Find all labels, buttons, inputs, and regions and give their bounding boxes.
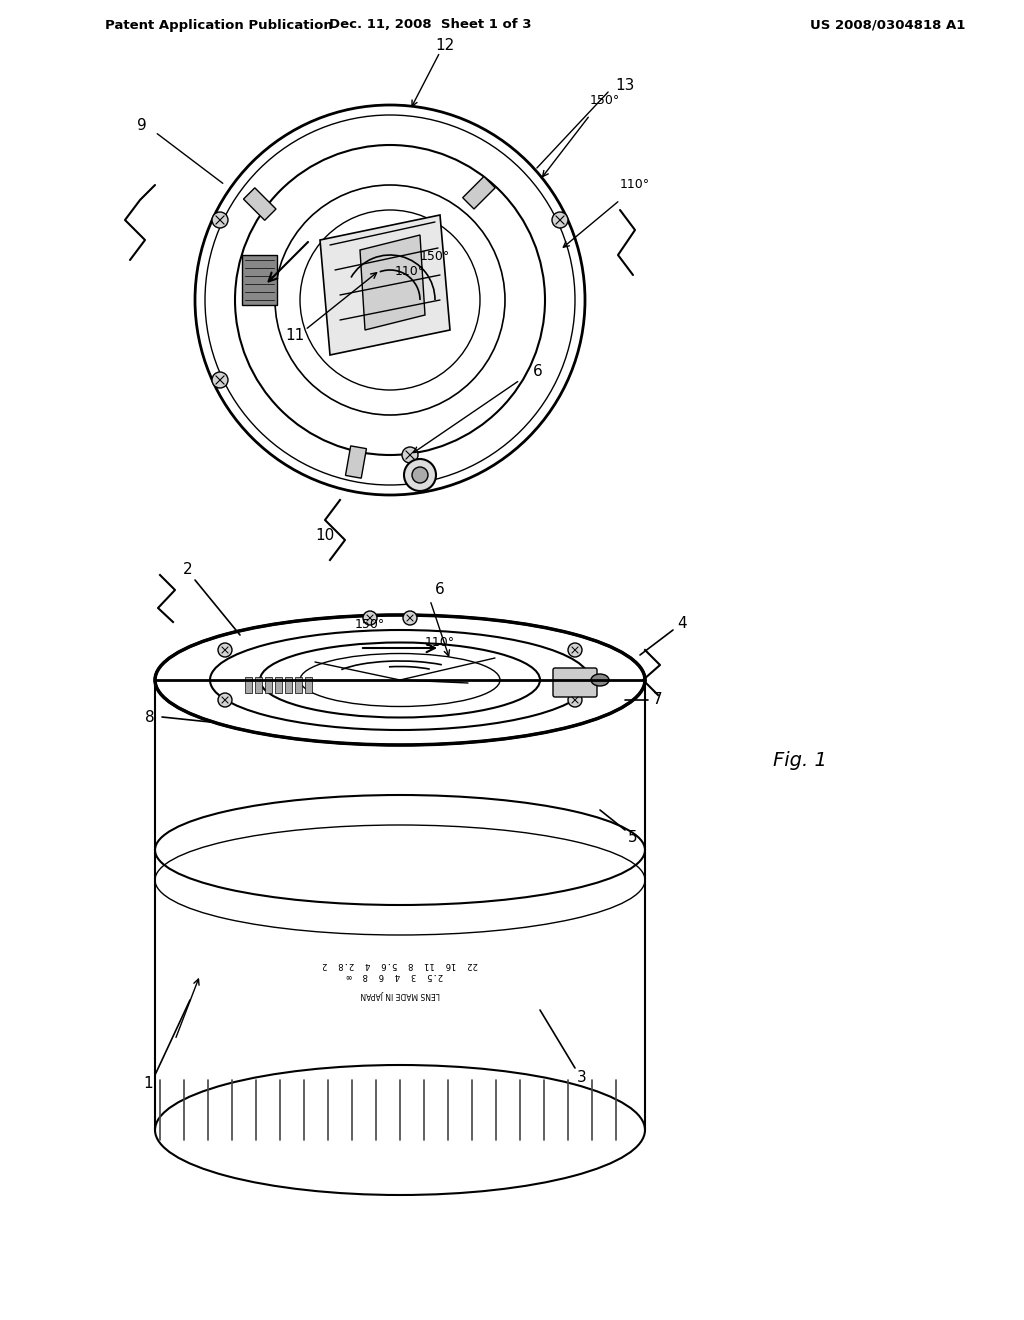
Text: 7: 7 xyxy=(653,693,663,708)
Text: 4: 4 xyxy=(677,615,687,631)
Bar xyxy=(295,677,302,693)
Text: 11: 11 xyxy=(286,327,304,342)
Circle shape xyxy=(218,643,232,657)
Circle shape xyxy=(568,693,582,708)
Text: 2.5  3  4  6  8  ∞
22  16  11  8  5.6  4  2.8  2: 2.5 3 4 6 8 ∞ 22 16 11 8 5.6 4 2.8 2 xyxy=(323,961,478,979)
Bar xyxy=(242,255,278,305)
Text: 110°: 110° xyxy=(395,265,425,279)
Circle shape xyxy=(212,372,228,388)
Text: 110°: 110° xyxy=(425,635,455,648)
Circle shape xyxy=(218,693,232,708)
Circle shape xyxy=(568,643,582,657)
Bar xyxy=(345,446,367,478)
Text: 110°: 110° xyxy=(620,178,650,191)
Text: 13: 13 xyxy=(615,78,635,92)
Bar xyxy=(244,187,276,220)
Circle shape xyxy=(403,611,417,624)
Polygon shape xyxy=(319,215,450,355)
Bar xyxy=(245,677,252,693)
Circle shape xyxy=(362,611,377,624)
Text: 9: 9 xyxy=(137,117,146,132)
Circle shape xyxy=(212,213,228,228)
Bar xyxy=(255,677,262,693)
Ellipse shape xyxy=(591,675,609,686)
Text: 5: 5 xyxy=(628,830,638,846)
Text: 12: 12 xyxy=(435,37,455,53)
Text: 150°: 150° xyxy=(420,249,451,263)
Bar xyxy=(463,177,496,209)
Text: Patent Application Publication: Patent Application Publication xyxy=(105,18,333,32)
Circle shape xyxy=(404,459,436,491)
Text: 8: 8 xyxy=(145,710,155,725)
Text: 1: 1 xyxy=(143,1076,153,1090)
Polygon shape xyxy=(360,235,425,330)
Text: 6: 6 xyxy=(534,364,543,380)
Circle shape xyxy=(402,447,418,463)
Text: 6: 6 xyxy=(435,582,444,598)
Text: LENS MADE IN JAPAN: LENS MADE IN JAPAN xyxy=(360,990,440,999)
FancyBboxPatch shape xyxy=(553,668,597,697)
Circle shape xyxy=(412,467,428,483)
Bar xyxy=(285,677,292,693)
Bar xyxy=(265,677,272,693)
Bar xyxy=(275,677,282,693)
Bar xyxy=(305,677,312,693)
Text: 10: 10 xyxy=(315,528,335,543)
Text: Fig. 1: Fig. 1 xyxy=(773,751,827,770)
Text: 2: 2 xyxy=(183,562,193,578)
Circle shape xyxy=(552,213,568,228)
Text: Dec. 11, 2008  Sheet 1 of 3: Dec. 11, 2008 Sheet 1 of 3 xyxy=(329,18,531,32)
Text: US 2008/0304818 A1: US 2008/0304818 A1 xyxy=(810,18,966,32)
Text: 3: 3 xyxy=(578,1069,587,1085)
Text: 150°: 150° xyxy=(355,619,385,631)
Text: 150°: 150° xyxy=(590,94,621,107)
